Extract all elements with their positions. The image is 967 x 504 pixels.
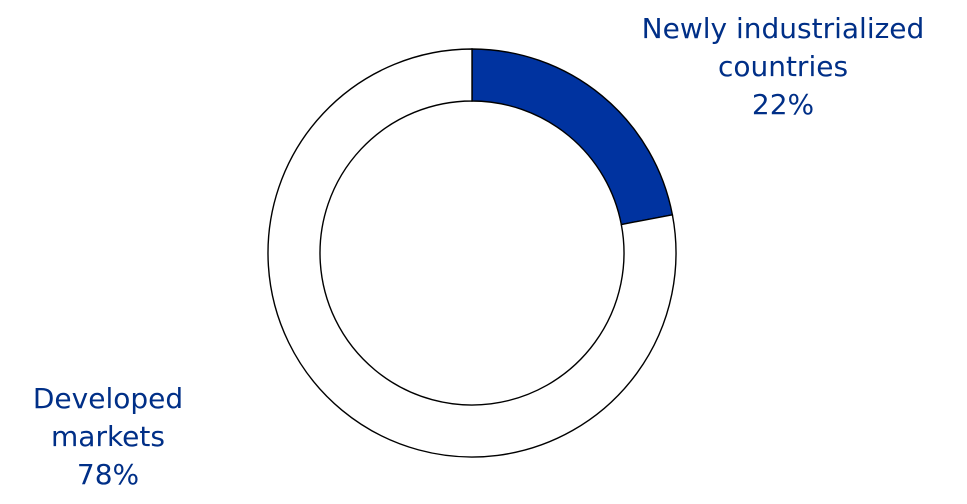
slice-percent-label: 78% xyxy=(76,458,140,491)
slice-label-newly-industrialized: Newly industrialized countries 22% xyxy=(598,10,967,124)
slice-label-line-1: Developed xyxy=(32,382,184,415)
slice-label-line-2: countries xyxy=(717,50,849,83)
donut-slice-1 xyxy=(267,48,677,458)
slice-percent-label: 22% xyxy=(751,88,815,121)
slice-label-developed-markets: Developed markets 78% xyxy=(0,380,216,494)
slice-label-line-2: markets xyxy=(51,420,165,453)
slice-label-line-1: Newly industrialized xyxy=(641,12,925,45)
